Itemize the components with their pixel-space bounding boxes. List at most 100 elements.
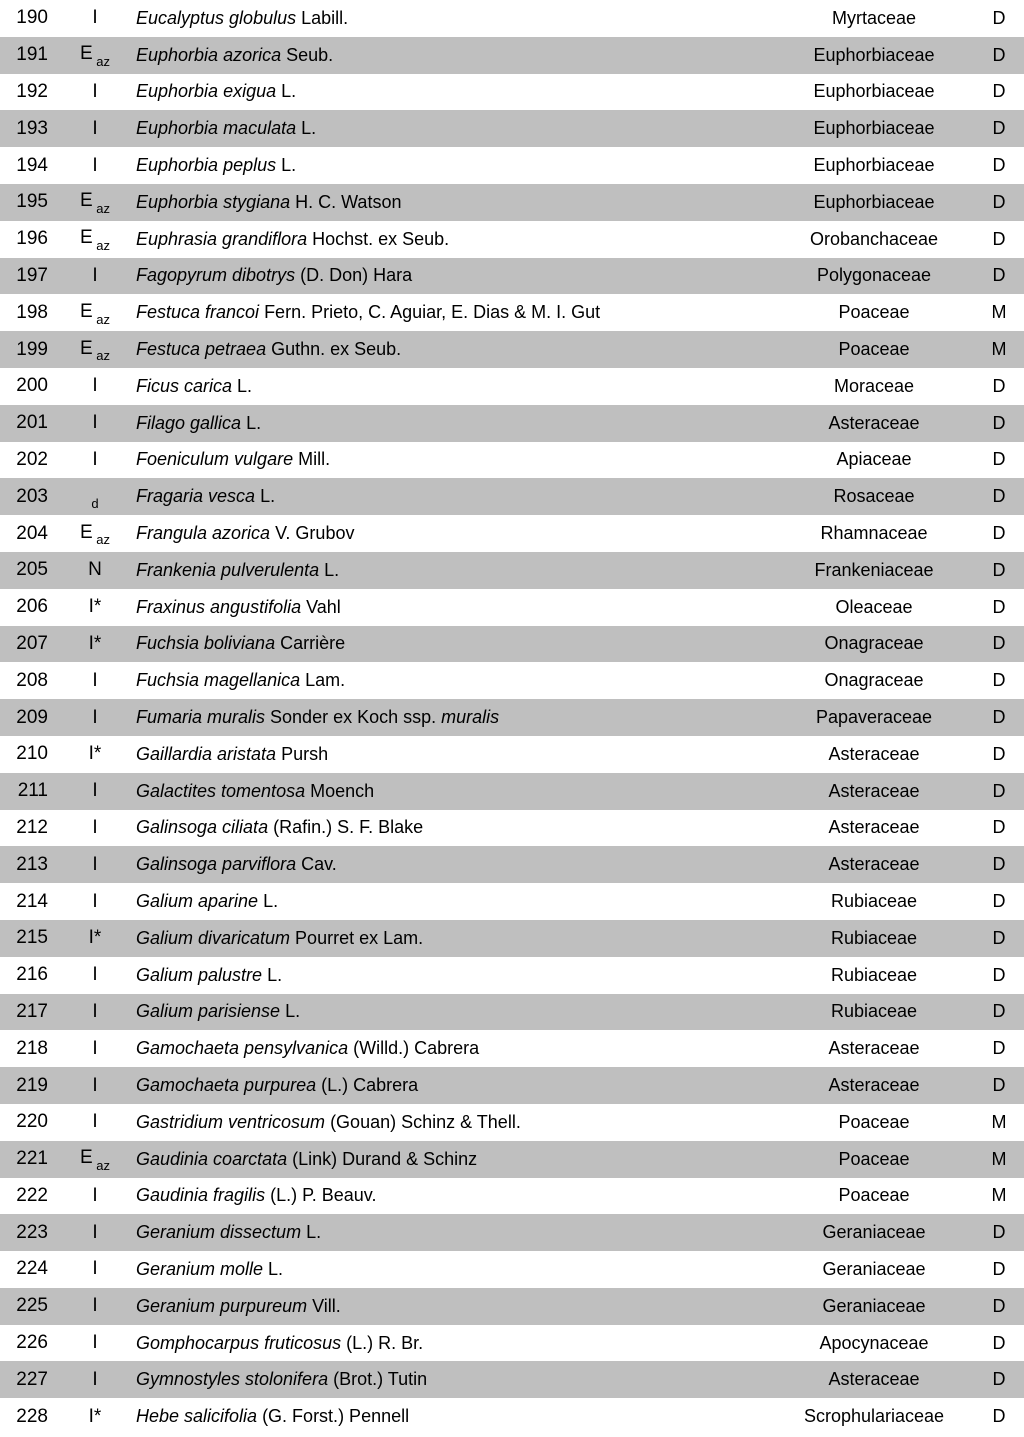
author-text: L. (301, 1222, 321, 1242)
genus-species-text: Geranium purpureum (136, 1296, 307, 1316)
status-code: I (60, 375, 130, 397)
author-text: Labill. (296, 8, 348, 28)
status-code: I* (60, 633, 130, 655)
status-main: I (92, 854, 97, 875)
table-row: 191E azEuphorbia azorica Seub.Euphorbiac… (0, 37, 1024, 74)
status-main: I (92, 707, 97, 728)
author-text: (Link) Durand & Schinz (287, 1149, 477, 1169)
table-row: 202IFoeniculum vulgare Mill.ApiaceaeD (0, 442, 1024, 479)
status-subscript: d (91, 496, 98, 511)
row-number: 193 (0, 118, 60, 140)
table-row: 211IGalactites tomentosa MoenchAsteracea… (0, 773, 1024, 810)
genus-species-text: Fagopyrum dibotrys (136, 265, 295, 285)
species-name: Geranium molle L. (130, 1259, 774, 1280)
genus-species-text: Gastridium ventricosum (136, 1112, 325, 1132)
genus-species-text: Ficus carica (136, 376, 232, 396)
status-main: E (80, 522, 93, 543)
status-main: I* (89, 743, 102, 764)
family-name: Orobanchaceae (774, 229, 974, 250)
author-text: L. (255, 486, 275, 506)
code: D (974, 560, 1024, 581)
genus-species-text: Filago gallica (136, 413, 241, 433)
row-number: 228 (0, 1406, 60, 1428)
genus-species-text: Galinsoga ciliata (136, 817, 268, 837)
family-name: Asteraceae (774, 781, 974, 802)
family-name: Onagraceae (774, 670, 974, 691)
table-row: 223IGeranium dissectum L.GeraniaceaeD (0, 1214, 1024, 1251)
family-name: Rosaceae (774, 486, 974, 507)
code: D (974, 1296, 1024, 1317)
status-code: E az (60, 301, 130, 325)
row-number: 208 (0, 670, 60, 692)
status-code: I (60, 1001, 130, 1023)
row-number: 216 (0, 964, 60, 986)
status-main: I (92, 1369, 97, 1390)
family-name: Asteraceae (774, 1369, 974, 1390)
status-code: I (60, 1295, 130, 1317)
status-main: I (92, 1222, 97, 1243)
code: D (974, 817, 1024, 838)
species-name: Euphorbia azorica Seub. (130, 45, 774, 66)
species-name: Galium aparine L. (130, 891, 774, 912)
status-main: I* (89, 1406, 102, 1427)
row-number: 206 (0, 596, 60, 618)
genus-species-text: Galinsoga parviflora (136, 854, 296, 874)
status-main: I (92, 265, 97, 286)
family-name: Poaceae (774, 1149, 974, 1170)
genus-species-text: Fumaria muralis (136, 707, 265, 727)
code: D (974, 965, 1024, 986)
genus-species-text: Galium parisiense (136, 1001, 280, 1021)
status-code: I (60, 780, 130, 802)
row-number: 219 (0, 1075, 60, 1097)
genus-species-text: Galium palustre (136, 965, 262, 985)
table-row: 213IGalinsoga parviflora Cav.AsteraceaeD (0, 846, 1024, 883)
row-number: 195 (0, 191, 60, 213)
row-number: 207 (0, 633, 60, 655)
family-name: Asteraceae (774, 1075, 974, 1096)
table-row: 224IGeranium molle L.GeraniaceaeD (0, 1251, 1024, 1288)
species-name: Fuchsia magellanica Lam. (130, 670, 774, 691)
author-text: Lam. (300, 670, 345, 690)
status-subscript: az (93, 54, 110, 69)
table-row: 205NFrankenia pulverulenta L.Frankeniace… (0, 552, 1024, 589)
status-code: I (60, 449, 130, 471)
species-name: Fuchsia boliviana Carrière (130, 633, 774, 654)
family-name: Rubiaceae (774, 891, 974, 912)
species-name: Galium palustre L. (130, 965, 774, 986)
genus-species-text: Gymnostyles stolonifera (136, 1369, 328, 1389)
code: D (974, 229, 1024, 250)
code: M (974, 1149, 1024, 1170)
status-main: N (88, 559, 102, 580)
author-text: L. (276, 155, 296, 175)
family-name: Rubiaceae (774, 965, 974, 986)
status-main: I (92, 412, 97, 433)
author-text: Moench (305, 781, 374, 801)
code: D (974, 1406, 1024, 1427)
genus-species-text: Galactites tomentosa (136, 781, 305, 801)
status-main: E (80, 227, 93, 248)
status-code: I (60, 1369, 130, 1391)
author-text: V. Grubov (270, 523, 354, 543)
species-name: Gymnostyles stolonifera (Brot.) Tutin (130, 1369, 774, 1390)
row-number: 196 (0, 228, 60, 250)
status-code: I (60, 118, 130, 140)
status-main: I (92, 81, 97, 102)
author-text: (L.) Cabrera (316, 1075, 418, 1095)
status-code: I* (60, 927, 130, 949)
row-number: 202 (0, 449, 60, 471)
status-code: I (60, 1185, 130, 1207)
code: D (974, 928, 1024, 949)
status-code: I* (60, 743, 130, 765)
table-row: 200IFicus carica L.MoraceaeD (0, 368, 1024, 405)
row-number: 203 (0, 486, 60, 508)
ssp-name: muralis (441, 707, 499, 727)
family-name: Geraniaceae (774, 1222, 974, 1243)
code: D (974, 1075, 1024, 1096)
family-name: Geraniaceae (774, 1259, 974, 1280)
table-row: 196E azEuphrasia grandiflora Hochst. ex … (0, 221, 1024, 258)
table-row: 192IEuphorbia exigua L.EuphorbiaceaeD (0, 74, 1024, 111)
species-name: Frangula azorica V. Grubov (130, 523, 774, 544)
status-main: E (80, 190, 93, 211)
status-code: I* (60, 596, 130, 618)
status-code: E az (60, 522, 130, 546)
